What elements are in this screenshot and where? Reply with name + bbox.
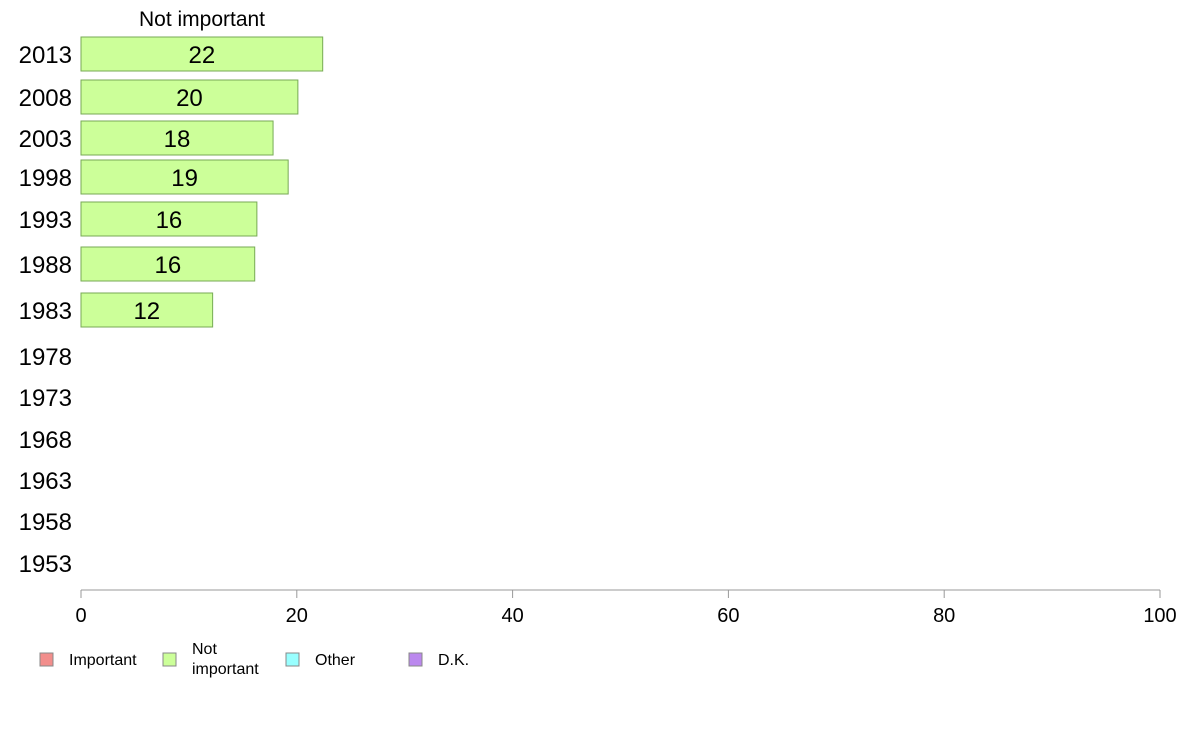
year-label-1993: 1993: [19, 207, 72, 234]
legend-swatch-2: [285, 652, 300, 667]
year-label-1983: 1983: [19, 298, 72, 325]
year-label-1958: 1958: [19, 509, 72, 536]
year-label-1968: 1968: [19, 427, 72, 454]
column-header: Not important: [139, 8, 265, 31]
bars-group: [80, 36, 324, 328]
bar-1998-series-1: [80, 159, 289, 195]
x-tick-label-100: 100: [1143, 605, 1176, 627]
x-tick-label-20: 20: [286, 605, 308, 627]
x-tick-label-60: 60: [717, 605, 739, 627]
value-label-2013: 22: [188, 42, 215, 69]
value-label-2003: 18: [164, 126, 191, 153]
year-label-2013: 2013: [19, 42, 72, 69]
year-label-1978: 1978: [19, 344, 72, 371]
x-ticks-group: 0 20 40 60 80 100: [75, 590, 1177, 627]
value-labels-group: 22 20 18 19 16 16 12: [133, 42, 215, 325]
value-label-1993: 16: [156, 207, 183, 234]
legend-swatch-3: [408, 652, 423, 667]
bar-1993-series-1: [80, 201, 258, 237]
year-label-1973: 1973: [19, 385, 72, 412]
legend-label-2: Other: [315, 652, 356, 669]
legend-label-3: D.K.: [438, 652, 469, 669]
value-label-1983: 12: [133, 298, 160, 325]
value-label-2008: 20: [176, 85, 203, 112]
year-label-2003: 2003: [19, 126, 72, 153]
year-label-1988: 1988: [19, 252, 72, 279]
legend-label-0: Important: [69, 652, 137, 669]
value-label-1988: 16: [155, 252, 182, 279]
legend-swatch-0: [39, 652, 54, 667]
legend-label-1: Not important: [192, 641, 259, 678]
year-label-1998: 1998: [19, 165, 72, 192]
year-labels-group: 2013 2008 2003 1998 1993 1988 1983 1978 1973 1968…: [19, 42, 72, 578]
legend-swatch-1: [162, 652, 177, 667]
value-label-1998: 19: [171, 165, 198, 192]
year-label-2008: 2008: [19, 85, 72, 112]
x-tick-label-40: 40: [501, 605, 523, 627]
legend: Important Not important Other D.K.: [39, 641, 469, 678]
bar-2008-series-1: [80, 79, 299, 115]
bar-1983-series-1: [80, 292, 214, 328]
x-tick-label-0: 0: [75, 605, 86, 627]
bar-2003-series-1: [80, 120, 274, 156]
x-tick-label-80: 80: [933, 605, 955, 627]
year-label-1953: 1953: [19, 551, 72, 578]
bar-2013-series-1: [80, 36, 324, 72]
bar-1988-series-1: [80, 246, 256, 282]
year-label-1963: 1963: [19, 468, 72, 495]
